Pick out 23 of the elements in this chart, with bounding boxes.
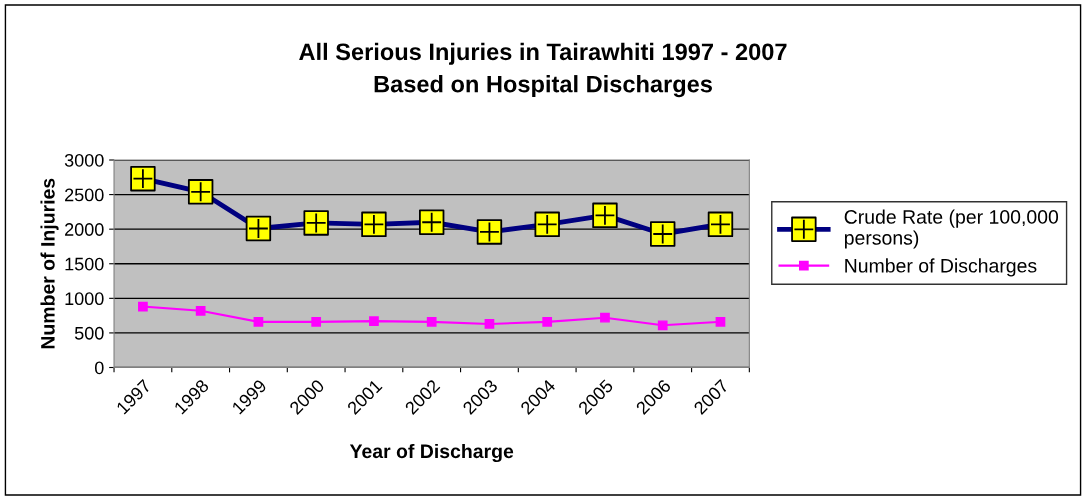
point	[311, 316, 322, 327]
legend-label: Number of Discharges	[845, 258, 1037, 277]
point	[195, 305, 206, 316]
y-tick-label: 0	[94, 361, 104, 375]
y-axis-title: Number of Injuries	[40, 178, 59, 349]
point	[369, 316, 379, 327]
point	[426, 316, 437, 327]
point	[253, 316, 264, 327]
y-tick-label: 1500	[65, 257, 104, 271]
chart-title: All Serious Injuries in Tairawhiti 1997 - 2007 Based on Hospital Discharges	[299, 42, 787, 98]
point	[657, 320, 668, 331]
point	[715, 316, 726, 327]
point	[484, 319, 495, 329]
point	[600, 312, 610, 323]
point	[542, 316, 553, 327]
legend-label: Crude Rate (per 100,000 persons)	[844, 209, 1059, 249]
y-tick-label: 2000	[65, 223, 104, 236]
y-tick-label: 2500	[65, 188, 104, 202]
x-axis-title: Year of Discharge	[349, 443, 514, 463]
y-tick-label: 500	[74, 326, 104, 340]
point	[138, 301, 148, 312]
y-tick-label: 1000	[65, 292, 104, 306]
y-tick-label: 3000	[64, 153, 104, 167]
